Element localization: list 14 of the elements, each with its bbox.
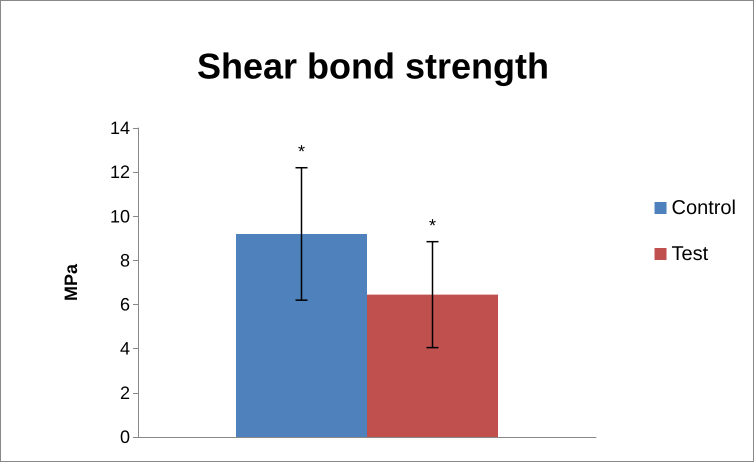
y-tick-label: 14 [110, 118, 130, 138]
y-axis-title: MPa [61, 263, 81, 302]
y-tick-label: 10 [110, 206, 130, 226]
y-tick-label: 2 [120, 382, 130, 403]
legend-label: Control [672, 197, 736, 219]
annotation: * [428, 216, 436, 236]
legend-label: Test [672, 243, 709, 265]
chart-title: Shear bond strength [196, 46, 550, 86]
y-tick-label: 6 [120, 294, 130, 315]
y-tick-label: 8 [120, 250, 130, 270]
y-tick-label: 4 [120, 338, 130, 359]
y-tick-label: 0 [120, 427, 130, 447]
y-tick-label: 12 [110, 162, 130, 182]
annotation: * [298, 142, 306, 162]
